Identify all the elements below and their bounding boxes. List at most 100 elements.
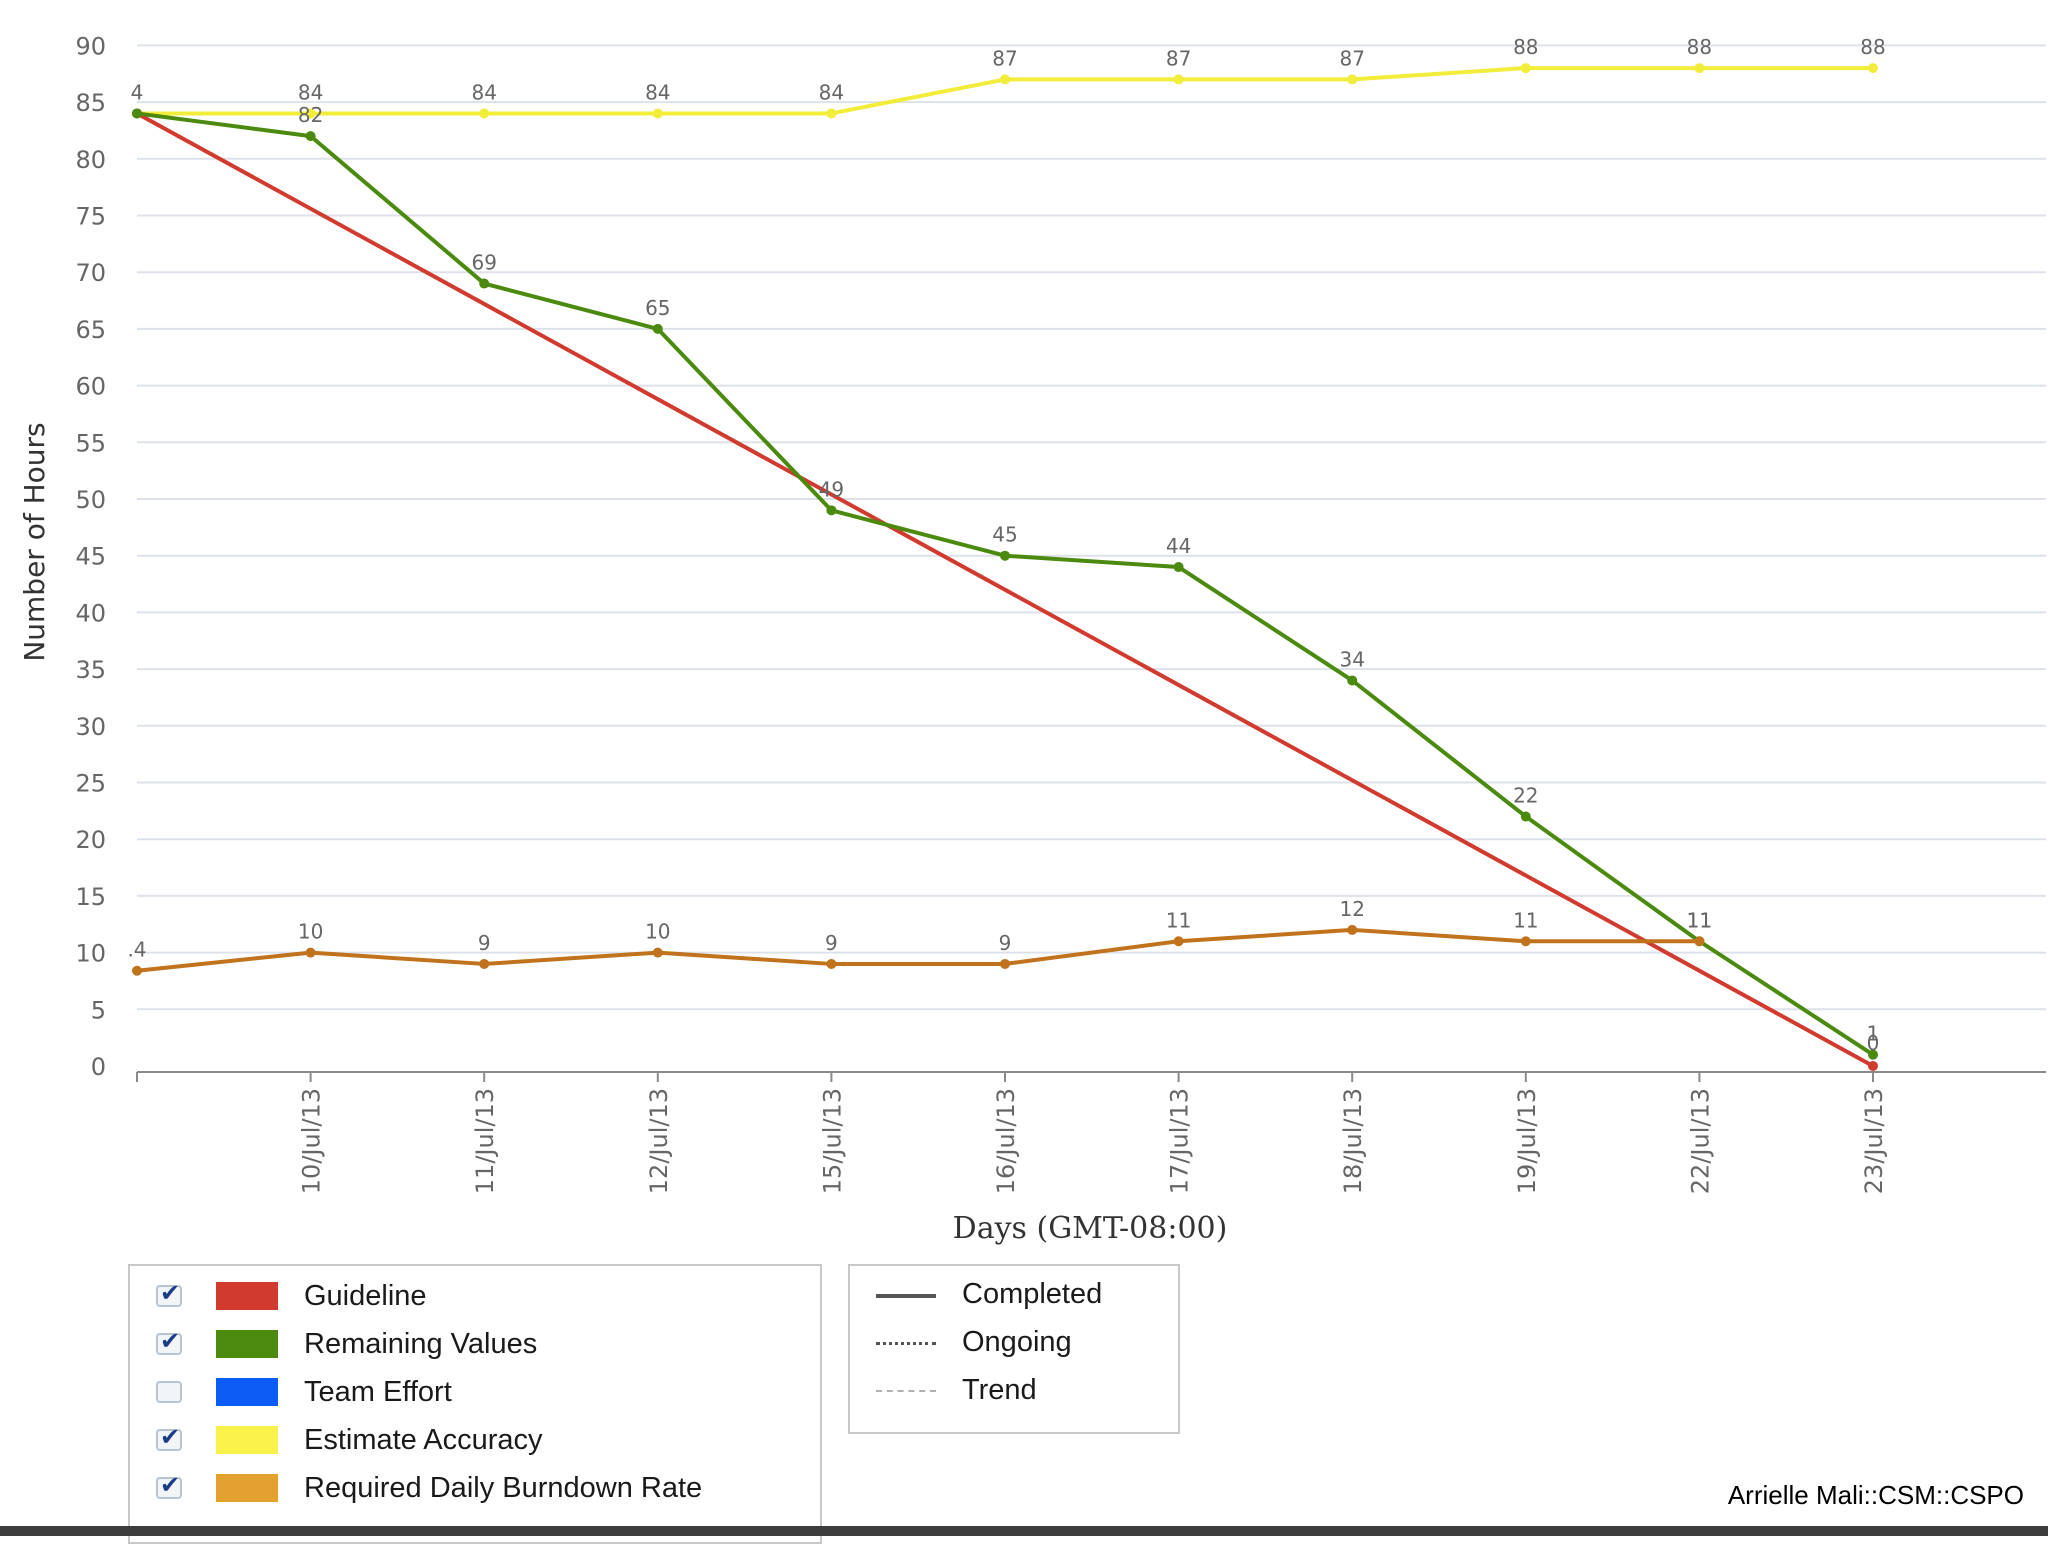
checkbox[interactable]: ✔	[156, 1281, 182, 1307]
data-label-remaining-values: 22	[1513, 784, 1538, 808]
x-tick-label: 15/Jul/13	[818, 1088, 846, 1194]
data-point-estimate-accuracy	[479, 108, 490, 119]
data-point-estimate-accuracy	[826, 108, 837, 119]
series-lines	[132, 63, 1878, 1071]
y-tick-label: 20	[75, 826, 106, 854]
data-label-required-daily-burndown-rate: 11	[1513, 908, 1538, 932]
data-label-remaining-values: 45	[992, 523, 1017, 547]
data-label-remaining-values: 11	[1687, 908, 1712, 932]
y-tick-label: 60	[75, 373, 106, 401]
data-point-required-daily-burndown-rate	[1347, 924, 1358, 935]
x-axis-title: Days (GMT-08:00)	[953, 1211, 1228, 1246]
y-tick-label: 40	[75, 599, 106, 627]
data-point-estimate-accuracy	[1868, 63, 1878, 74]
data-label-required-daily-burndown-rate: 12	[1339, 897, 1364, 921]
checkbox[interactable]: ✔	[156, 1425, 182, 1451]
data-label-guideline-end: 0	[1867, 1031, 1880, 1055]
data-point-required-daily-burndown-rate	[1000, 958, 1010, 969]
check-icon: ✔	[160, 1279, 181, 1307]
data-label-required-daily-burndown-rate: .4	[127, 938, 146, 962]
author-credit: Arrielle Mali::CSM::CSPO	[1727, 1480, 2024, 1510]
data-point-remaining-values	[132, 108, 142, 119]
data-label-remaining-values: 34	[1339, 647, 1364, 671]
bottom-bar	[0, 1526, 2048, 1536]
checkbox[interactable]: ✔	[156, 1329, 182, 1355]
data-label-required-daily-burndown-rate: 9	[478, 931, 491, 955]
check-icon: ✔	[160, 1327, 181, 1355]
color-swatch	[216, 1282, 278, 1310]
y-tick-label: 35	[75, 656, 106, 684]
data-point-required-daily-burndown-rate	[479, 958, 490, 969]
grid-lines	[137, 44, 2046, 1011]
dotted-line-sample	[876, 1342, 936, 1345]
data-label-estimate-accuracy: 84	[471, 80, 496, 104]
data-label-remaining-values: 69	[471, 251, 496, 275]
data-point-remaining-values	[1347, 675, 1358, 686]
data-point-required-daily-burndown-rate	[305, 947, 316, 958]
data-point-remaining-values	[1173, 562, 1184, 573]
data-label-estimate-accuracy: 4	[131, 80, 144, 104]
data-point-required-daily-burndown-rate	[1694, 936, 1705, 947]
data-label-required-daily-burndown-rate: 10	[298, 920, 323, 944]
solid-line-sample	[876, 1294, 936, 1298]
y-tick-label: 10	[75, 940, 106, 968]
y-tick-label: 25	[75, 770, 106, 798]
y-tick-label: 15	[75, 883, 106, 911]
data-label-remaining-values: 82	[298, 103, 323, 127]
burndown-chart: 05101520253035404550556065707580859010/J…	[18, 32, 2046, 1246]
data-label-remaining-values: 44	[1166, 534, 1191, 558]
color-swatch	[216, 1378, 278, 1406]
data-point-remaining-values	[1868, 1049, 1878, 1060]
data-label-required-daily-burndown-rate: 11	[1166, 908, 1191, 932]
x-tick-label: 19/Jul/13	[1513, 1088, 1541, 1194]
legend-label: Estimate Accuracy	[304, 1423, 543, 1456]
color-swatch	[216, 1330, 278, 1358]
data-point-estimate-accuracy	[1000, 74, 1010, 85]
data-point-estimate-accuracy	[1347, 74, 1358, 85]
data-label-estimate-accuracy: 84	[645, 80, 670, 104]
data-point-remaining-values	[1000, 550, 1010, 561]
data-label-estimate-accuracy: 88	[1860, 35, 1885, 59]
x-tick-label: 11/Jul/13	[471, 1088, 499, 1194]
data-label-estimate-accuracy: 84	[819, 80, 844, 104]
data-label-required-daily-burndown-rate: 9	[999, 931, 1012, 955]
color-swatch	[216, 1474, 278, 1502]
legend-label: Team Effort	[304, 1375, 452, 1408]
check-icon: ✔	[160, 1471, 181, 1499]
y-axis-title: Number of Hours	[18, 422, 51, 661]
checkbox[interactable]: ✔	[156, 1473, 182, 1499]
y-tick-label: 5	[91, 996, 106, 1024]
x-tick-label: 17/Jul/13	[1166, 1088, 1194, 1194]
data-label-remaining-values: 65	[645, 296, 670, 320]
series-line-guideline	[136, 111, 1874, 1068]
series-line-required-daily-burndown-rate	[136, 927, 1700, 973]
data-label-estimate-accuracy: 87	[1166, 46, 1191, 70]
data-point-required-daily-burndown-rate	[826, 958, 837, 969]
color-swatch	[216, 1426, 278, 1454]
data-point-estimate-accuracy	[1173, 74, 1184, 85]
legend-label: Guideline	[304, 1279, 427, 1312]
data-point-estimate-accuracy	[652, 108, 663, 119]
legend-label: Remaining Values	[304, 1327, 538, 1360]
y-tick-label: 75	[75, 203, 106, 231]
data-label-required-daily-burndown-rate: 10	[645, 920, 670, 944]
x-tick-label: 16/Jul/13	[992, 1088, 1020, 1194]
y-tick-label: 0	[91, 1053, 106, 1081]
check-icon: ✔	[160, 1423, 181, 1451]
data-point-remaining-values	[1520, 811, 1531, 822]
series-legend: ✔ Guideline ✔ Remaining Values Team Effo…	[128, 1264, 822, 1544]
x-tick-label: 12/Jul/13	[645, 1088, 673, 1194]
data-label-estimate-accuracy: 84	[298, 80, 323, 104]
checkbox[interactable]	[156, 1381, 182, 1403]
x-tick-label: 10/Jul/13	[298, 1088, 326, 1194]
data-point-required-daily-burndown-rate	[132, 965, 142, 976]
legend-label: Required Daily Burndown Rate	[304, 1471, 703, 1504]
x-tick-label: 18/Jul/13	[1339, 1088, 1367, 1194]
data-point-estimate-accuracy	[1520, 63, 1531, 74]
y-tick-label: 30	[75, 713, 106, 741]
data-label-required-daily-burndown-rate: 11	[1687, 908, 1712, 932]
x-tick-label: 22/Jul/13	[1686, 1088, 1714, 1194]
data-point-required-daily-burndown-rate	[652, 947, 663, 958]
data-point-required-daily-burndown-rate	[1173, 936, 1184, 947]
